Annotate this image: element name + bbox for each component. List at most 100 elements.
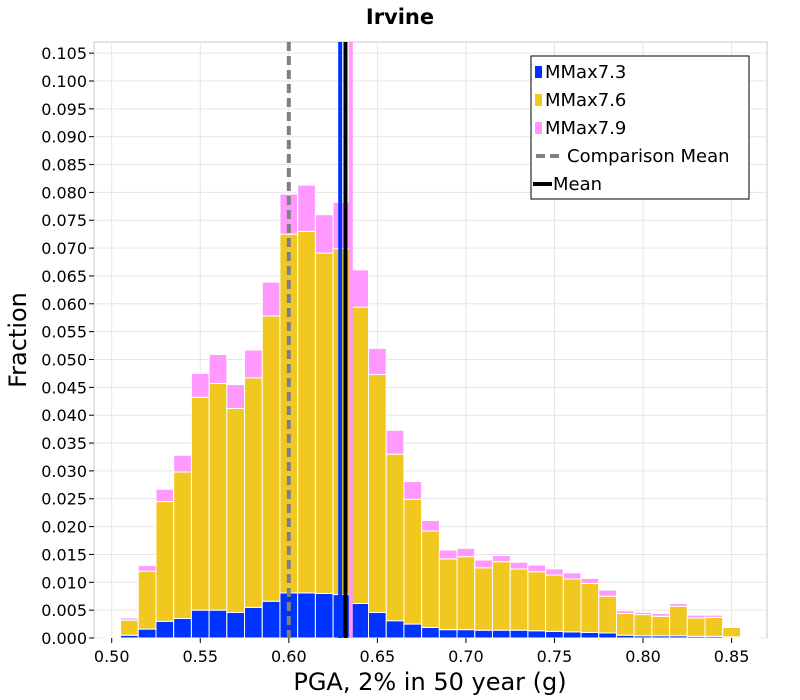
bar-mmax7-6: [155, 501, 175, 622]
y-axis-title: Fraction: [4, 292, 32, 388]
bar-mmax7-9: [527, 564, 547, 573]
bar-mmax7-3: [244, 606, 263, 639]
bar-mmax7-6: [385, 453, 405, 622]
y-tick-label: 0.105: [41, 44, 87, 63]
bar-mmax7-6: [456, 556, 476, 631]
bar-mmax7-9: [545, 568, 564, 576]
bar-mmax7-3: [438, 629, 458, 639]
bar-mmax7-9: [137, 565, 157, 572]
legend-label: Mean: [553, 174, 602, 195]
y-tick-label: 0.070: [41, 239, 87, 258]
x-axis-ticks: 0.50 0.55 0.60 0.65 0.70 0.75 0.80 0.85: [94, 638, 749, 666]
bar-mmax7-9: [190, 372, 210, 398]
bar-mmax7-6: [190, 396, 210, 611]
y-tick-label: 0.010: [41, 573, 87, 592]
bar-mmax7-3: [368, 611, 387, 639]
bar-mmax7-9: [615, 610, 635, 614]
bar-mmax7-9: [244, 349, 263, 379]
bar-mmax7-9: [633, 611, 653, 616]
bar-mmax7-6: [633, 614, 653, 637]
bar-mmax7-6: [686, 617, 706, 637]
bar-mmax7-3: [598, 632, 617, 639]
y-tick-label: 0.080: [41, 183, 87, 202]
bar-mmax7-3: [226, 611, 246, 639]
bar-mmax7-3: [314, 592, 334, 639]
bar-mmax7-6: [545, 574, 564, 632]
y-tick-label: 0.090: [41, 128, 87, 147]
bar-mmax7-9: [509, 561, 529, 570]
bar-mmax7-9: [704, 614, 724, 618]
y-tick-label: 0.050: [41, 350, 87, 369]
y-tick-label: 0.095: [41, 100, 87, 119]
y-tick-label: 0.085: [41, 156, 87, 175]
bar-mmax7-9: [491, 555, 511, 563]
bar-mmax7-9: [739, 635, 759, 638]
bar-mmax7-3: [208, 609, 228, 639]
bar-mmax7-6: [598, 595, 617, 634]
bar-mmax7-9: [173, 454, 192, 473]
y-tick-label: 0.005: [41, 601, 87, 620]
bar-mmax7-6: [173, 471, 192, 620]
bar-mmax7-3: [297, 592, 316, 639]
bar-mmax7-9: [208, 353, 228, 384]
bar-mmax7-6: [314, 252, 334, 594]
legend-swatch: [535, 66, 542, 78]
bar-mmax7-9: [368, 347, 387, 376]
bar-mmax7-3: [545, 630, 564, 639]
bar-mmax7-3: [580, 631, 600, 639]
bar-mmax7-3: [456, 629, 476, 639]
bar-mmax7-3: [350, 602, 370, 639]
bar-mmax7-6: [403, 498, 423, 625]
bar-mmax7-9: [669, 602, 688, 607]
bar-mmax7-9: [722, 625, 741, 628]
bar-mmax7-6: [261, 315, 281, 602]
y-tick-label: 0.040: [41, 406, 87, 425]
bar-mmax7-6: [509, 568, 529, 631]
bar-mmax7-3: [155, 620, 175, 639]
bar-mmax7-9: [686, 614, 706, 619]
bar-mmax7-6: [368, 374, 387, 613]
bar-mmax7-9: [385, 429, 405, 455]
bar-mmax7-6: [704, 616, 724, 637]
bar-mmax7-9: [403, 480, 423, 500]
y-axis-ticks: 0.000 0.005 0.010 0.015 0.020 0.025 0.030 0.035…: [41, 44, 94, 648]
bar-mmax7-6: [137, 570, 157, 630]
bar-mmax7-6: [474, 567, 493, 631]
legend-swatch: [535, 94, 542, 106]
bar-mmax7-3: [261, 600, 281, 639]
bar-mmax7-9: [580, 577, 600, 584]
y-tick-label: 0.055: [41, 323, 87, 342]
bar-mmax7-6: [244, 377, 263, 608]
x-tick-label: 0.75: [537, 647, 573, 666]
x-tick-label: 0.55: [182, 647, 218, 666]
legend-label: Comparison Mean: [567, 146, 730, 167]
bar-mmax7-9: [350, 269, 370, 308]
y-tick-label: 0.100: [41, 72, 87, 91]
bar-mmax7-6: [722, 626, 741, 638]
bar-mmax7-6: [615, 612, 635, 636]
bar-mmax7-6: [226, 408, 246, 613]
bar-mmax7-3: [509, 629, 529, 639]
x-tick-label: 0.70: [448, 647, 484, 666]
bar-mmax7-6: [102, 635, 122, 638]
x-tick-label: 0.65: [360, 647, 396, 666]
bar-mmax7-6: [562, 578, 582, 633]
legend-label: MMax7.9: [545, 118, 626, 139]
bar-mmax7-6: [438, 558, 458, 631]
bar-mmax7-3: [137, 628, 157, 639]
legend-box: [530, 55, 750, 200]
legend-swatch: [535, 122, 542, 134]
y-tick-label: 0.030: [41, 462, 87, 481]
bar-mmax7-3: [403, 623, 423, 639]
bar-mmax7-6: [297, 230, 316, 594]
bar-mmax7-9: [297, 184, 316, 232]
bar-mmax7-3: [190, 609, 210, 639]
y-tick-label: 0.020: [41, 518, 87, 537]
bar-mmax7-6: [527, 571, 547, 632]
bar-mmax7-6: [651, 615, 671, 637]
y-tick-label: 0.065: [41, 267, 87, 286]
bar-mmax7-6: [580, 582, 600, 633]
y-tick-label: 0.035: [41, 434, 87, 453]
bar-mmax7-3: [562, 631, 582, 639]
